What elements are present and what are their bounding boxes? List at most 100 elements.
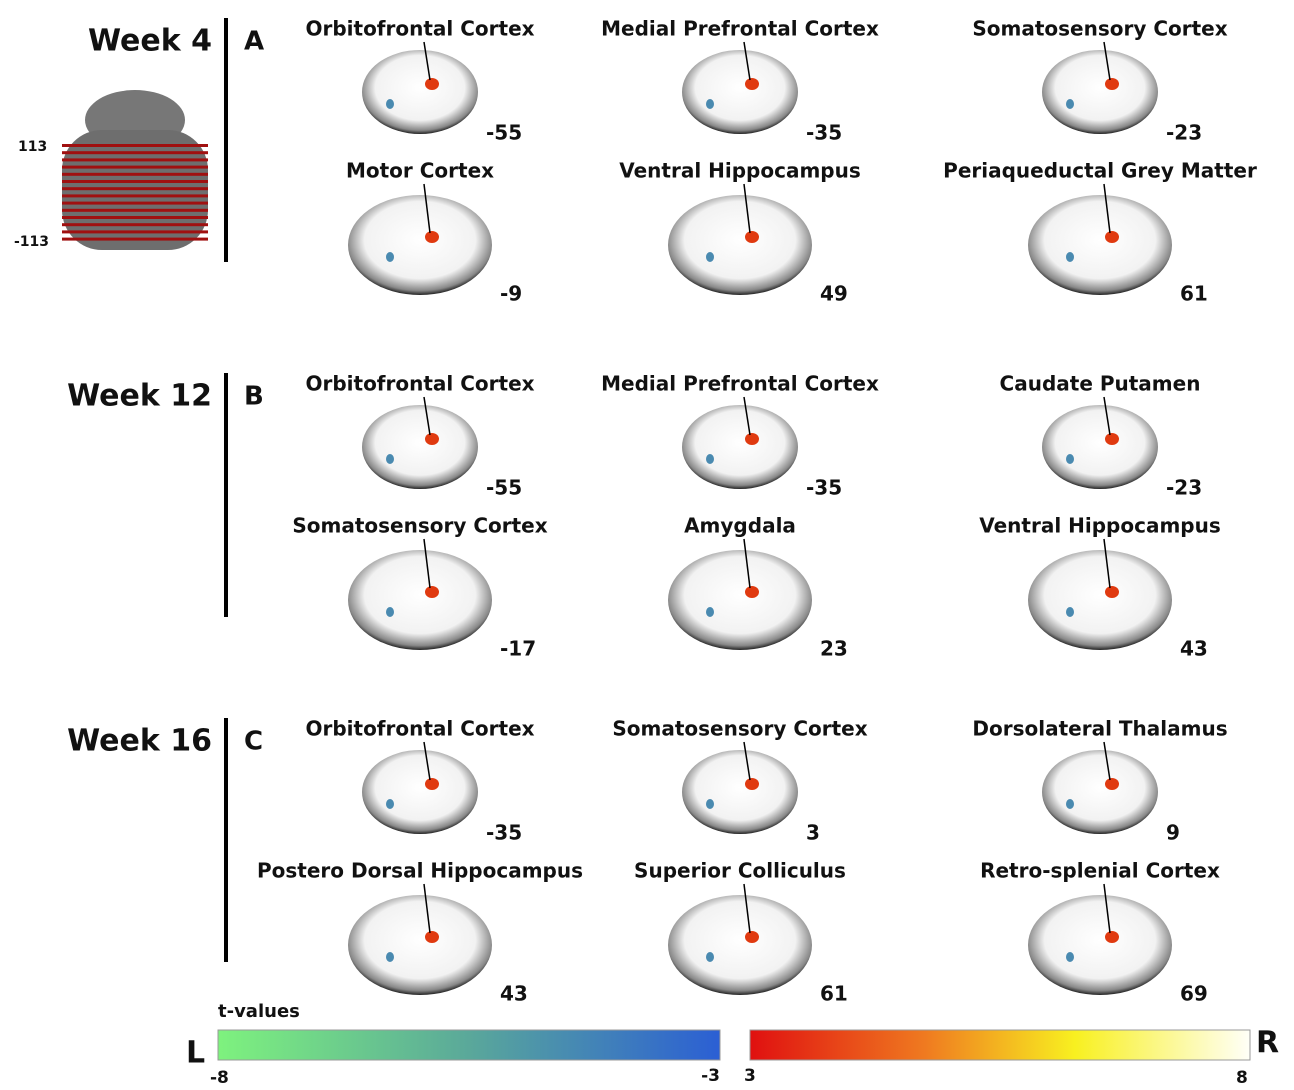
slice-coordinate: 23 [820,637,848,661]
slice-line [62,223,208,226]
activation [1066,99,1074,109]
activation [745,778,759,790]
brain-slice [1028,895,1172,995]
region-label: Somatosensory Cortex [972,17,1227,41]
brain-slice [362,405,478,489]
panel-letter: C [244,727,263,757]
activation [706,952,714,962]
region-label: Postero Dorsal Hippocampus [257,859,583,883]
colorbar-title: t-values [218,1001,300,1022]
hot-colorbar [750,1030,1250,1060]
activation [386,952,394,962]
brain-slice [1042,50,1158,134]
slice-coordinate: -55 [486,476,522,500]
activation [745,78,759,90]
activation [425,231,439,243]
region-label: Motor Cortex [346,159,494,183]
slice-coordinate: 69 [1180,982,1208,1006]
slice-coordinate: -35 [486,821,522,845]
region-label: Ventral Hippocampus [979,514,1221,538]
activation [1105,231,1119,243]
slice-line [62,180,208,183]
brain-slice [682,50,798,134]
region-label: Dorsolateral Thalamus [972,717,1227,741]
tick: 3 [744,1066,756,1086]
brain-slice [1028,550,1172,650]
brain-slice [348,895,492,995]
brain-slice [682,405,798,489]
slice-line [62,187,208,190]
brain-slice [1042,405,1158,489]
activation [425,931,439,943]
activation [706,252,714,262]
activation [1066,454,1074,464]
slice-coordinate: 49 [820,282,848,306]
right-side: R [1256,1026,1279,1061]
activation [425,433,439,445]
brain-slice [1028,195,1172,295]
activation [425,586,439,598]
activation [1066,607,1074,617]
week-label: Week 16 [67,724,212,759]
activation [1066,252,1074,262]
activation [745,931,759,943]
slice-line [62,144,208,147]
activation [386,799,394,809]
activation [1105,778,1119,790]
activation [745,433,759,445]
left-side: L [186,1036,205,1071]
activation [1105,586,1119,598]
slice-line [62,173,208,176]
slice-coordinate: -55 [486,121,522,145]
brain-slice [668,195,812,295]
region-label: Caudate Putamen [1000,372,1201,396]
slice-coordinate: -35 [806,476,842,500]
slice-label: 113 [18,139,47,155]
activation [745,231,759,243]
slice-coordinate: -9 [500,282,522,306]
region-label: Amygdala [684,514,796,538]
slice-coordinate: 43 [1180,637,1208,661]
slice-line [62,209,208,212]
slice-coordinate: 61 [1180,282,1208,306]
slice-line [62,158,208,161]
slice-coordinate: 43 [500,982,528,1006]
overview-brain [62,90,208,250]
region-label: Periaqueductal Grey Matter [943,159,1257,183]
activation [1105,931,1119,943]
slice-coordinate: -23 [1166,121,1202,145]
activation [745,586,759,598]
brain-slice [668,895,812,995]
slice-coordinate: 9 [1166,821,1180,845]
activation [706,799,714,809]
activation [706,607,714,617]
region-label: Superior Colliculus [634,859,846,883]
activation [425,78,439,90]
slice-coordinate: -35 [806,121,842,145]
slice-line [62,166,208,169]
brain-slice [362,50,478,134]
activation [1105,433,1119,445]
region-label: Orbitofrontal Cortex [305,17,534,41]
slice-coordinate: 3 [806,821,820,845]
activation [706,99,714,109]
activation [425,778,439,790]
slice-line [62,238,208,241]
region-label: Medial Prefrontal Cortex [601,372,879,396]
slice-line [62,230,208,233]
cold-colorbar [218,1030,720,1060]
brain-slice [348,195,492,295]
panel-letter: B [244,382,264,412]
region-label: Somatosensory Cortex [612,717,867,741]
slice-label: -113 [14,234,49,250]
brain-slice [1042,750,1158,834]
tick: -3 [701,1066,720,1086]
slice-coordinate: -23 [1166,476,1202,500]
week-label: Week 12 [67,379,212,414]
slice-line [62,202,208,205]
region-label: Medial Prefrontal Cortex [601,17,879,41]
activation [386,454,394,464]
region-label: Ventral Hippocampus [619,159,861,183]
panel-letter: A [244,27,264,57]
slice-line [62,194,208,197]
